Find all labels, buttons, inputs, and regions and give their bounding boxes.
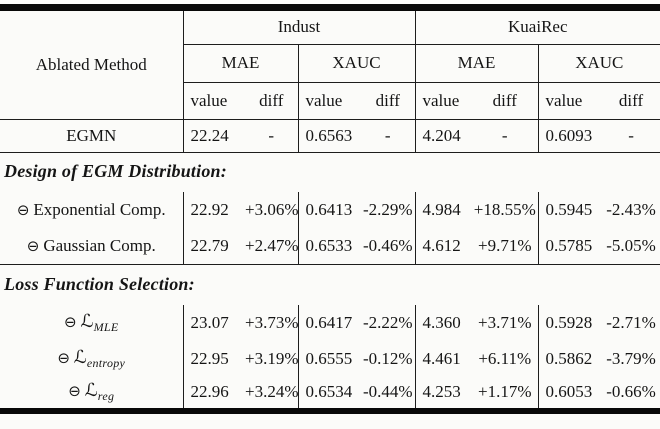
column-header-kuairec-mae: MAE bbox=[414, 44, 538, 83]
subheader-value: value bbox=[414, 82, 472, 120]
cell-value: 0.6555 bbox=[297, 341, 361, 377]
table-row-exponential-comp: ⊖ Exponential Comp. 22.92 +3.06% 0.6413 -… bbox=[0, 191, 660, 229]
cell-diff: -0.46% bbox=[361, 228, 415, 265]
section-row-loss: Loss Function Selection: bbox=[0, 265, 660, 305]
loss-subscript: entropy bbox=[86, 355, 126, 370]
cell-value: 0.5862 bbox=[537, 341, 602, 377]
cell-diff: -0.12% bbox=[362, 348, 413, 368]
cell-diff: +1.17% bbox=[478, 381, 532, 401]
cell-value: 0.6417 bbox=[297, 304, 361, 342]
method-label: Gaussian Comp. bbox=[43, 235, 156, 255]
script-l-symbol: ℒ bbox=[73, 346, 87, 368]
cell-diff: +2.47% bbox=[245, 228, 299, 265]
method-label-gaussian-comp: ⊖ Gaussian Comp. bbox=[0, 228, 183, 265]
subheader-diff: diff bbox=[245, 82, 298, 120]
cell-diff: +9.71% bbox=[472, 228, 538, 265]
section-title-design-of-egm-distribution: Design of EGM Distribution: bbox=[4, 161, 227, 182]
section-title-loss-function-selection: Loss Function Selection: bbox=[4, 273, 195, 294]
method-label-exponential-comp: ⊖ Exponential Comp. bbox=[0, 192, 183, 229]
cell-diff: -2.29% bbox=[362, 199, 413, 219]
cell-value: 0.5928 bbox=[537, 304, 602, 342]
cell-diff: +3.71% bbox=[478, 312, 532, 332]
cell-diff: -2.43% bbox=[606, 199, 656, 219]
cell-diff: +3.24% bbox=[245, 381, 299, 401]
cell-diff: +3.06% bbox=[245, 199, 299, 219]
cell-value: 0.6093 bbox=[537, 119, 602, 153]
cell-diff: +3.19% bbox=[245, 348, 299, 368]
circled-minus-icon: ⊖ bbox=[26, 236, 40, 255]
column-header-indust-mae: MAE bbox=[182, 44, 298, 83]
cell-value: 22.92 bbox=[182, 191, 245, 229]
cell-value: 22.24 bbox=[182, 119, 245, 153]
cell-diff: -0.44% bbox=[362, 381, 413, 401]
cell-value: 4.612 bbox=[414, 228, 472, 265]
table-row-egmn: EGMN 22.24 - 0.6563 - 4.204 - 0.6093 - bbox=[0, 119, 660, 153]
table-row-gaussian-comp: ⊖ Gaussian Comp. 22.79 +2.47% 0.6533 -0.4… bbox=[0, 228, 660, 265]
cell-value: 0.6533 bbox=[297, 228, 361, 265]
subheader-diff: diff bbox=[361, 82, 415, 120]
cell-value: 0.6413 bbox=[297, 191, 361, 229]
cell-diff: -0.66% bbox=[606, 381, 656, 401]
cell-value: 0.6053 bbox=[537, 376, 602, 411]
cell-value: 4.253 bbox=[414, 376, 472, 411]
cell-value: 4.360 bbox=[414, 304, 472, 342]
method-label-loss-entropy: ⊖ ℒentropy bbox=[0, 342, 183, 377]
cell-value: 22.96 bbox=[182, 376, 245, 411]
cell-value: 4.461 bbox=[414, 341, 472, 377]
loss-subscript: reg bbox=[97, 388, 115, 403]
cell-diff: +3.73% bbox=[245, 312, 299, 332]
subheader-diff: diff bbox=[602, 82, 660, 120]
circled-minus-icon: ⊖ bbox=[68, 381, 81, 400]
method-label-loss-mle: ⊖ ℒMLE bbox=[0, 305, 183, 342]
cell-diff: -5.05% bbox=[602, 228, 660, 265]
cell-value: 4.204 bbox=[414, 119, 472, 153]
method-label-egmn: EGMN bbox=[0, 119, 183, 153]
column-group-kuairec: KuaiRec bbox=[414, 7, 660, 45]
cell-value: 0.6563 bbox=[297, 119, 361, 153]
subheader-value: value bbox=[297, 82, 361, 120]
subheader-diff: diff bbox=[472, 82, 538, 120]
column-header-ablated-method: Ablated Method bbox=[0, 7, 183, 120]
cell-diff: - bbox=[472, 119, 538, 153]
cell-value: 4.984 bbox=[414, 191, 472, 229]
column-group-indust: Indust bbox=[182, 7, 415, 45]
cell-value: 22.79 bbox=[182, 228, 245, 265]
table-row-loss-mle: ⊖ ℒMLE 23.07 +3.73% 0.6417 -2.22% 4.360 +… bbox=[0, 304, 660, 342]
section-row-design: Design of EGM Distribution: bbox=[0, 153, 660, 192]
cell-diff: +6.11% bbox=[478, 348, 532, 368]
circled-minus-icon: ⊖ bbox=[57, 348, 70, 367]
cell-diff: - bbox=[361, 119, 415, 153]
cell-diff: -3.79% bbox=[606, 348, 656, 368]
column-header-kuairec-xauc: XAUC bbox=[537, 44, 660, 83]
script-l-symbol: ℒ bbox=[84, 379, 98, 401]
method-label: Exponential Comp. bbox=[33, 199, 166, 219]
subheader-value: value bbox=[182, 82, 245, 120]
method-label-loss-reg: ⊖ ℒreg bbox=[0, 377, 183, 411]
subheader-value: value bbox=[537, 82, 602, 120]
cell-diff: +18.55% bbox=[473, 199, 536, 219]
circled-minus-icon: ⊖ bbox=[16, 200, 30, 219]
table-row-loss-entropy: ⊖ ℒentropy 22.95 +3.19% 0.6555 -0.12% 4.4… bbox=[0, 341, 660, 377]
script-l-symbol: ℒ bbox=[80, 310, 94, 332]
cell-value: 23.07 bbox=[182, 304, 245, 342]
loss-subscript: MLE bbox=[93, 319, 119, 334]
cell-value: 0.5945 bbox=[537, 191, 602, 229]
table-row-loss-reg: ⊖ ℒreg 22.96 +3.24% 0.6534 -0.44% 4.253 +… bbox=[0, 376, 660, 411]
cell-diff: -2.71% bbox=[606, 312, 656, 332]
cell-diff: - bbox=[602, 119, 660, 153]
column-header-indust-xauc: XAUC bbox=[297, 44, 415, 83]
circled-minus-icon: ⊖ bbox=[64, 312, 77, 331]
cell-value: 0.6534 bbox=[297, 376, 361, 411]
cell-diff: -2.22% bbox=[362, 312, 413, 332]
ablation-results-table: Ablated Method Indust KuaiRec MAE XAUC M… bbox=[0, 4, 660, 414]
cell-diff: - bbox=[245, 119, 298, 153]
cell-value: 0.5785 bbox=[537, 228, 602, 265]
cell-value: 22.95 bbox=[182, 341, 245, 377]
